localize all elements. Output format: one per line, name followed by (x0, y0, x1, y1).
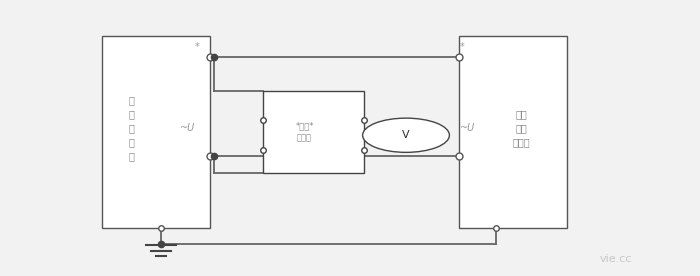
Text: ~U: ~U (460, 123, 475, 133)
Text: *: * (460, 43, 464, 52)
Bar (262, 91, 364, 172)
Text: *标准*: *标准* (295, 121, 314, 130)
Text: V: V (402, 130, 409, 140)
Text: 分压器: 分压器 (297, 134, 312, 142)
Text: 变频
电量
分析仪: 变频 电量 分析仪 (512, 109, 531, 147)
Text: vie.cc: vie.cc (600, 254, 632, 264)
Bar (458, 36, 567, 228)
Circle shape (363, 118, 449, 152)
Text: 电
压
信
号
源: 电 压 信 号 源 (129, 95, 134, 161)
Bar (102, 36, 210, 228)
Text: ~U: ~U (180, 123, 195, 133)
Text: *: * (195, 43, 199, 52)
